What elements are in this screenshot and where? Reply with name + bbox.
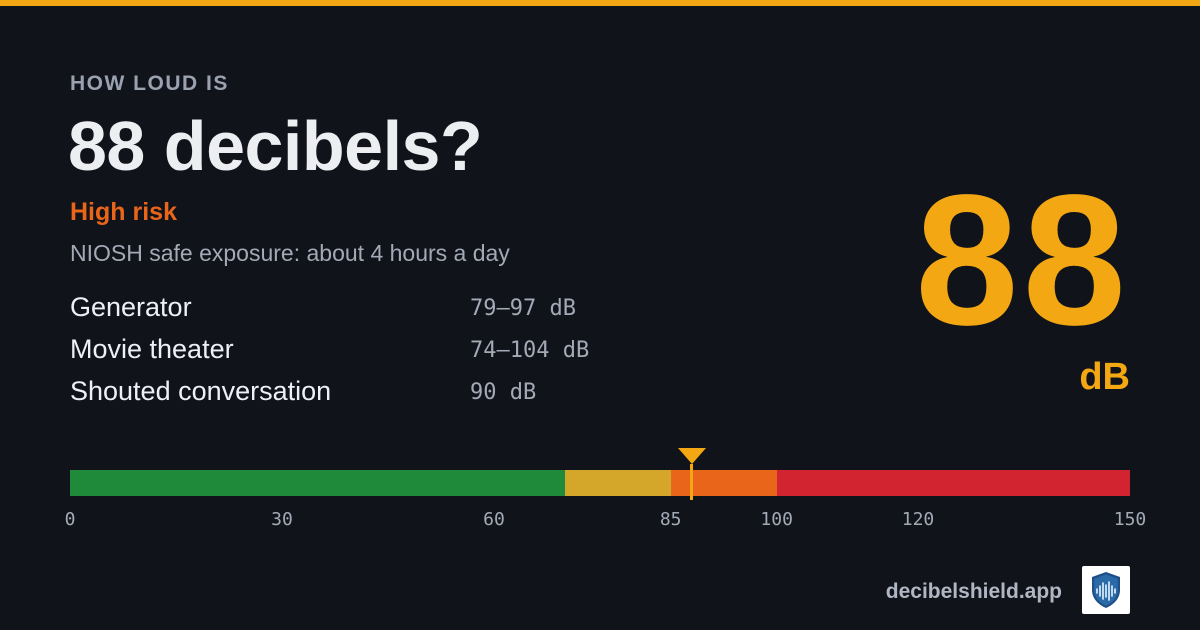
gauge-tick-label: 60	[483, 509, 505, 530]
example-range: 79–97 dB	[470, 296, 576, 321]
gauge-segment	[670, 470, 777, 496]
gauge-tick-label: 150	[1113, 509, 1147, 530]
marker-line	[690, 464, 694, 500]
list-item: Generator 79–97 dB	[70, 288, 630, 330]
example-list: Generator 79–97 dB Movie theater 74–104 …	[70, 288, 630, 414]
decibel-value: 88	[915, 157, 1130, 364]
gauge-segment	[70, 470, 565, 496]
shield-soundwave-icon	[1082, 566, 1130, 614]
marker-triangle-icon	[677, 448, 706, 464]
risk-level: High risk	[70, 198, 177, 226]
list-item: Movie theater 74–104 dB	[70, 330, 630, 372]
gauge-track	[70, 470, 1130, 496]
exposure-note: NIOSH safe exposure: about 4 hours a day	[70, 240, 510, 266]
example-name: Generator	[70, 292, 192, 322]
gauge-tick-label: 120	[901, 509, 935, 530]
decibel-gauge: 0 30 60 85 100 120 150	[65, 446, 1146, 536]
gauge-tick-label: 85	[659, 509, 682, 530]
page-title: 88 decibels?	[68, 107, 483, 185]
list-item: Shouted conversation 90 dB	[70, 372, 630, 414]
gauge-segment	[564, 470, 671, 496]
site-name: decibelshield.app	[885, 580, 1062, 603]
example-range: 74–104 dB	[470, 338, 590, 363]
example-name: Movie theater	[70, 334, 234, 364]
example-range: 90 dB	[470, 380, 537, 405]
example-name: Shouted conversation	[70, 376, 332, 406]
top-accent-bar	[0, 0, 1200, 6]
eyebrow-label: HOW LOUD IS	[70, 72, 229, 95]
decibel-unit: dB	[1079, 356, 1130, 398]
gauge-tick-label: 30	[271, 509, 293, 530]
gauge-segment	[776, 470, 1130, 496]
gauge-tick-label: 0	[64, 509, 76, 530]
gauge-tick-label: 100	[760, 509, 793, 530]
